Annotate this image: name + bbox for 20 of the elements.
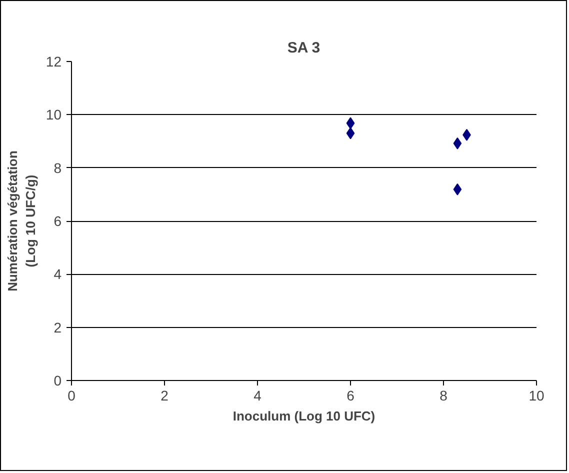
y-tick-label: 12 xyxy=(46,54,62,70)
y-tick-label: 0 xyxy=(54,372,62,388)
x-tick-label: 0 xyxy=(68,388,76,404)
y-axis-title: Numération végétation (Log 10 UFC/g) xyxy=(4,150,38,292)
point xyxy=(346,117,355,130)
point xyxy=(346,127,355,140)
x-tick-label: 6 xyxy=(346,388,355,404)
x-tick-label: 4 xyxy=(254,388,262,404)
y-tick-label: 6 xyxy=(54,213,62,229)
point xyxy=(453,183,462,196)
y-tick-label: 2 xyxy=(54,319,62,336)
y-tick-label: 8 xyxy=(54,160,62,176)
x-tick-label: 8 xyxy=(440,388,448,404)
y-tick-label: 4 xyxy=(54,266,62,282)
point xyxy=(453,137,462,150)
chart-title: SA 3 xyxy=(287,40,320,56)
x-axis-title: Inoculum (Log 10 UFC) xyxy=(232,408,376,424)
x-tick-label: 2 xyxy=(160,388,169,404)
x-tick-label: 10 xyxy=(528,388,544,404)
y-tick-label: 10 xyxy=(46,106,62,123)
